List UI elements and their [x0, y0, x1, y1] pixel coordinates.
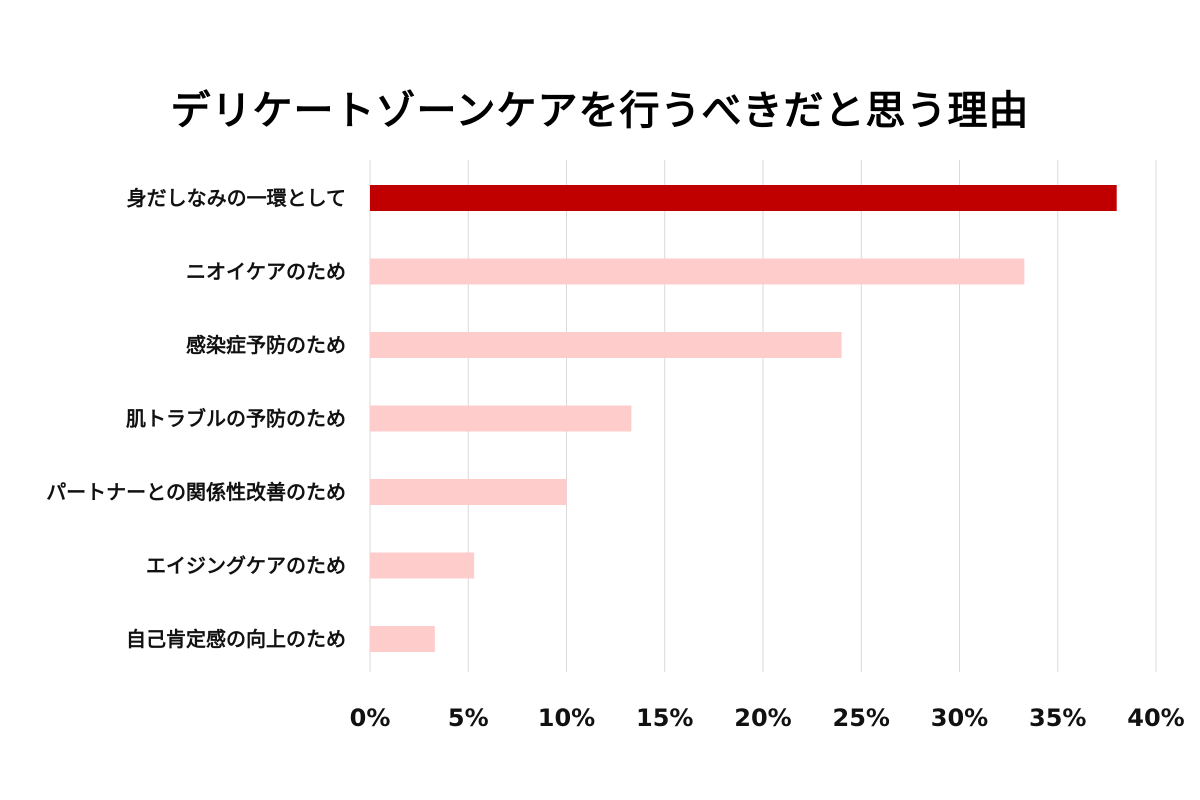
x-tick-label: 25%: [833, 704, 890, 732]
category-label: 身だしなみの一環として: [127, 186, 346, 210]
category-label: 自己肯定感の向上のため: [126, 627, 346, 651]
x-tick-label: 40%: [1127, 704, 1184, 732]
x-tick-label: 5%: [448, 704, 489, 732]
chart-title: デリケートゾーンケアを行うべきだと思う理由: [170, 88, 1030, 134]
category-label: ニオイケアのため: [186, 260, 346, 284]
bar: [370, 332, 842, 358]
x-tick-label: 0%: [350, 704, 391, 732]
category-label: 感染症予防のため: [186, 333, 346, 357]
x-tick-label: 20%: [734, 704, 791, 732]
x-tick-label: 30%: [931, 704, 988, 732]
category-label: パートナーとの関係性改善のため: [46, 480, 346, 504]
x-tick-label: 15%: [636, 704, 693, 732]
bar: [370, 405, 632, 432]
bar: [370, 258, 1025, 285]
bar: [370, 626, 435, 652]
bar: [370, 185, 1117, 211]
bar: [370, 479, 567, 505]
bar: [370, 552, 475, 579]
category-label: 肌トラブルの予防のため: [126, 407, 346, 431]
category-label: エイジングケアのため: [146, 554, 346, 578]
x-tick-label: 35%: [1029, 704, 1086, 732]
x-tick-label: 10%: [538, 704, 595, 732]
